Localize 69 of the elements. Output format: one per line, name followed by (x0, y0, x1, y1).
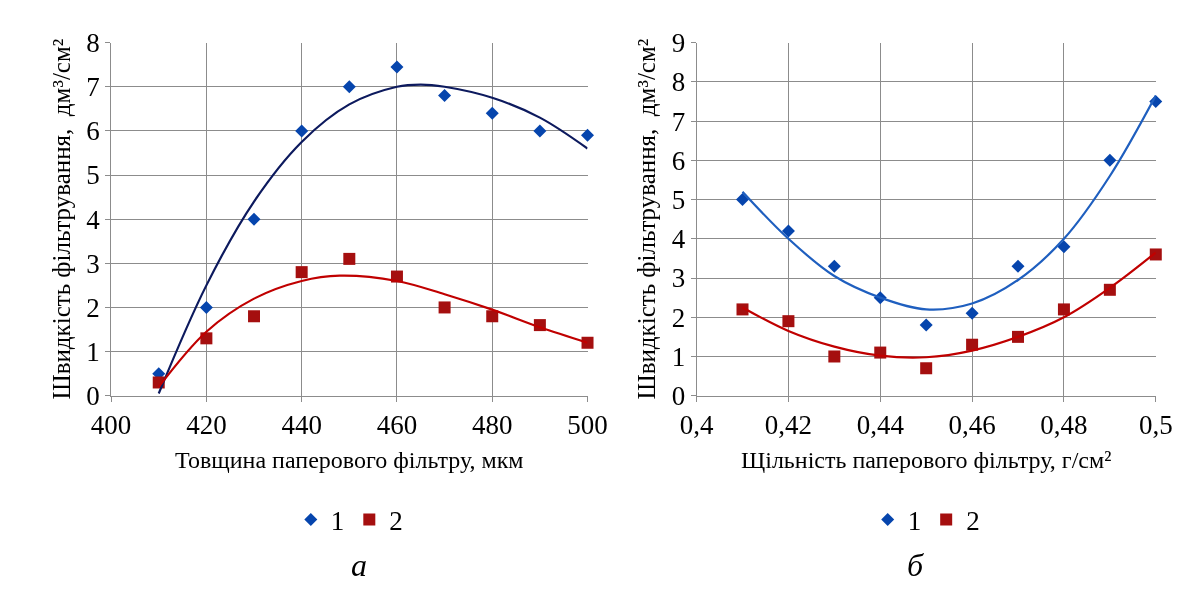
x-tick-label: 480 (471, 410, 513, 441)
y-tick-label: 3 (671, 263, 686, 294)
x-tick-label: 0,4 (679, 410, 714, 441)
point (343, 252, 356, 265)
point (827, 259, 841, 273)
y-tick-label: 0 (86, 381, 100, 412)
point (438, 89, 452, 103)
point (736, 193, 749, 207)
point (1057, 240, 1071, 254)
y-tick-label: 4 (86, 204, 101, 235)
x-tick-label: 460 (376, 410, 418, 441)
point (581, 128, 595, 142)
y-axis-title: Швидкість фільтрування, дм³/см² (47, 38, 75, 400)
y-tick-label: 4 (671, 224, 686, 255)
point (1011, 259, 1025, 273)
y-tick-label: 5 (671, 184, 686, 215)
y-tick-label: 5 (86, 160, 100, 191)
y-tick-label: 8 (671, 67, 686, 98)
y-tick-label: 2 (86, 292, 100, 323)
y-tick-label: 3 (86, 248, 100, 279)
point (828, 350, 841, 363)
x-tick-label: 400 (90, 410, 132, 441)
point (486, 310, 499, 323)
text: б (907, 547, 924, 583)
point (919, 318, 933, 332)
point (581, 336, 594, 349)
point (342, 80, 356, 94)
point (485, 106, 499, 120)
y-tick-label: 0 (671, 381, 686, 412)
y-tick-label: 8 (86, 28, 100, 59)
point (965, 306, 979, 320)
x-tick-label: 440 (281, 410, 322, 441)
y-axis-title: Швидкість фільтрування, дм³/см² (633, 38, 661, 400)
point (1103, 153, 1117, 167)
point (1057, 303, 1070, 316)
point (533, 124, 547, 138)
point (295, 124, 309, 138)
point (781, 224, 795, 238)
legend-label: 1 (330, 506, 345, 537)
legend-label: 1 (907, 506, 922, 537)
point (247, 212, 261, 226)
y-tick-label: 1 (671, 341, 686, 372)
point (248, 310, 261, 323)
line-series (157, 83, 588, 395)
y-tick-label: 7 (86, 72, 100, 103)
point (199, 300, 213, 314)
legend-label: 2 (966, 506, 980, 537)
y-tick-label: 7 (671, 106, 686, 137)
x-tick-label: 0,5 (1138, 410, 1173, 441)
x-axis-title: Щільність паперового фільтру, г/см² (741, 447, 1112, 474)
y-tick-label: 2 (671, 302, 686, 333)
point (390, 60, 404, 74)
point (920, 362, 933, 375)
x-tick-label: 0,44 (856, 410, 905, 441)
x-tick-label: 420 (186, 410, 227, 441)
y-tick-label: 6 (86, 116, 100, 147)
x-tick-label: 500 (567, 410, 608, 441)
point (438, 301, 451, 314)
text: а (351, 547, 367, 583)
y-tick-label: 9 (671, 28, 686, 59)
x-tick-label: 0,48 (1040, 410, 1088, 441)
legend-label: 2 (389, 506, 403, 537)
point (295, 266, 308, 279)
x-tick-label: 0,42 (764, 410, 813, 441)
point (782, 315, 795, 328)
y-tick-label: 6 (671, 145, 686, 176)
y-tick-label: 1 (86, 337, 100, 368)
x-axis-title: Товщина паперового фільтру, мкм (175, 447, 524, 474)
x-tick-label: 0,46 (948, 410, 996, 441)
